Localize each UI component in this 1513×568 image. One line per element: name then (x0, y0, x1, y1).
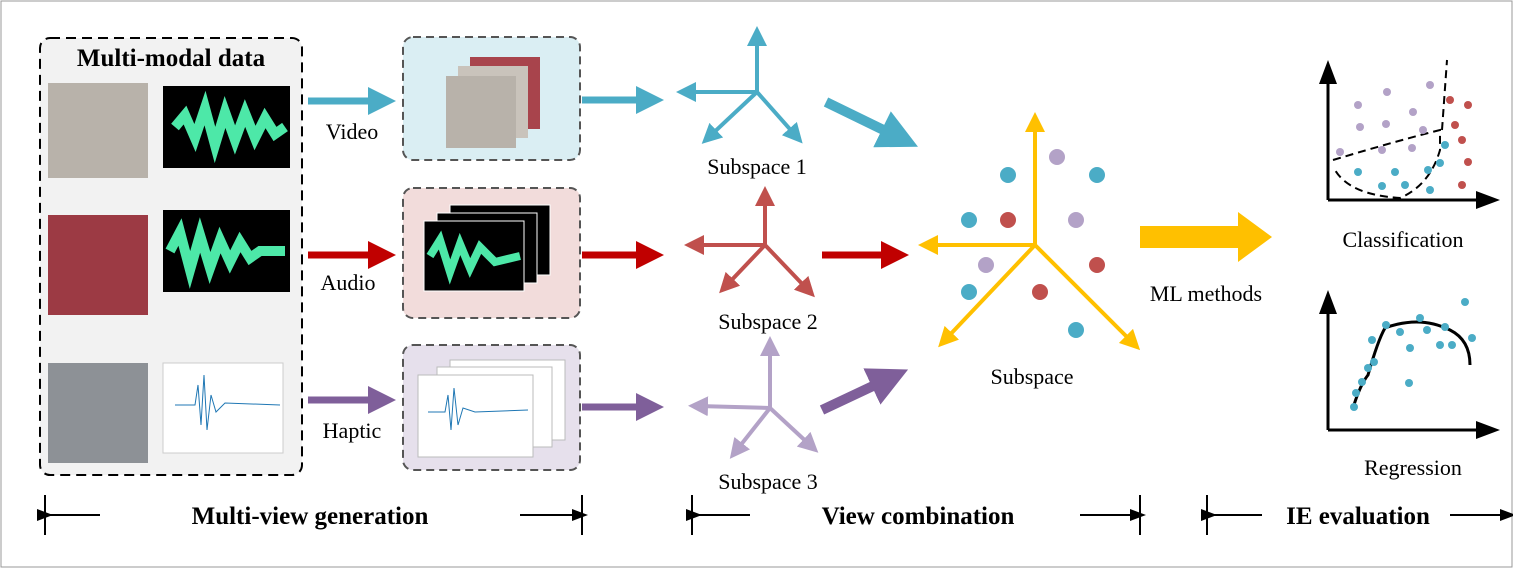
combined-axes (918, 112, 1141, 351)
stage-label: IE evaluation (1286, 503, 1430, 530)
combined-label: Subspace (990, 364, 1073, 389)
method-arrow (1140, 212, 1272, 262)
data-box-title: Multi-modal data (77, 45, 266, 72)
subspace-label: Subspace 2 (718, 309, 818, 334)
haptic-plot (162, 362, 284, 454)
texture-image (48, 215, 148, 315)
sample-dots (961, 149, 1105, 338)
texture-image (48, 83, 148, 178)
modality-label: Video (326, 119, 378, 144)
subspace-axes (676, 26, 803, 144)
task-label: Classification (1343, 227, 1464, 252)
stage-label: Multi-view generation (192, 503, 429, 530)
subspace-axes (684, 186, 815, 298)
regression-plot (1319, 290, 1500, 439)
task-label: Regression (1364, 455, 1462, 480)
subspace-label: Subspace 3 (718, 469, 818, 494)
modality-label: Audio (321, 270, 376, 295)
texture-image (48, 363, 148, 463)
stage-label: View combination (822, 503, 1015, 530)
method-label: ML methods (1150, 281, 1262, 306)
classification-plot (1319, 59, 1500, 209)
subspace-label: Subspace 1 (707, 154, 807, 179)
stage-brackets (37, 495, 1513, 535)
modality-label: Haptic (323, 418, 382, 443)
subspace-axes (688, 336, 819, 459)
